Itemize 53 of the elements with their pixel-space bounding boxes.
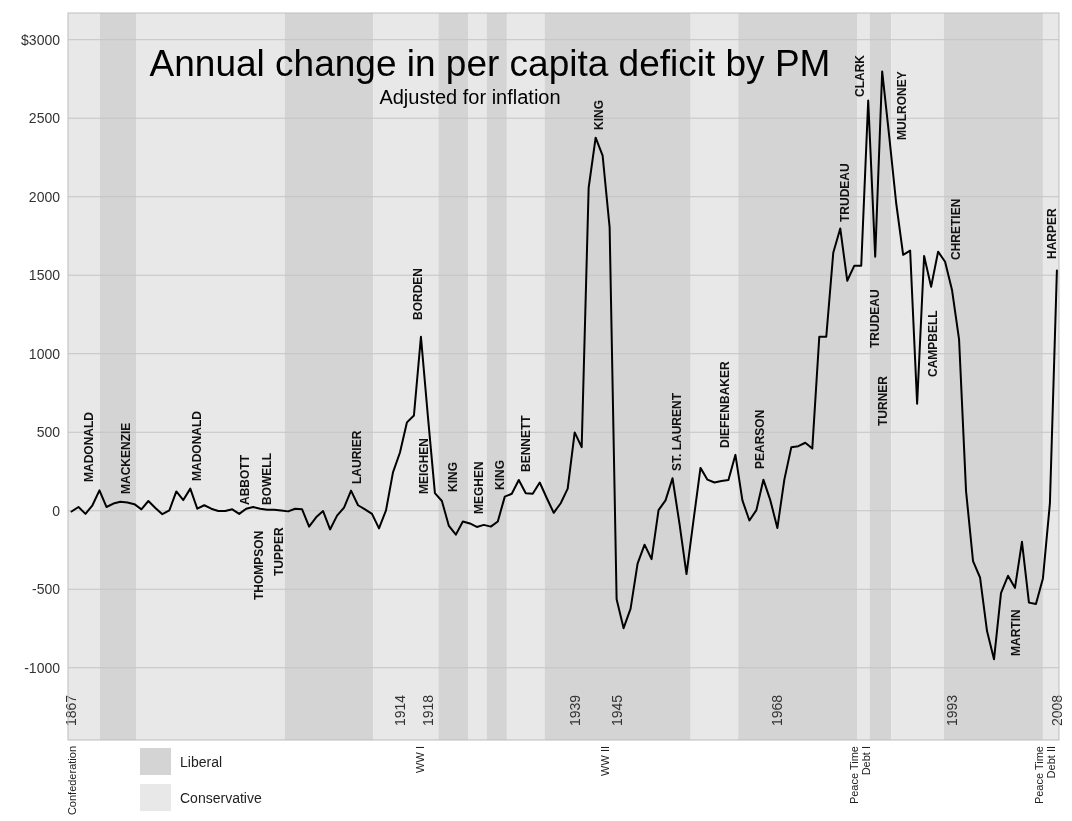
x-tick-label: 1939 [566,694,583,726]
annotation: KING [493,460,508,490]
legend-label: Conservative [180,789,262,806]
legend-label: Liberal [180,753,223,770]
y-tick-label: 1500 [28,267,61,284]
annotation: TRUDEAU [838,163,853,222]
annotation: MACKENZIE [119,422,134,494]
y-tick-label: -500 [31,581,61,598]
annotation: PEARSON [753,409,768,469]
annotation: HARPER [1045,207,1060,259]
annotation: ABBOTT [238,454,253,505]
annotation: CLARK [853,54,868,97]
text: WW II [598,746,611,776]
x-tick-label: 1945 [608,694,625,726]
annotation: BORDEN [411,267,426,320]
x-tick-label: 2008 [1048,694,1065,726]
annotation: CAMPBELL [926,310,941,377]
text: WW I [413,746,426,773]
annotation: BOWELL [260,453,275,505]
annotation: DIEFENBAKER [718,360,733,448]
annotation: MULRONEY [895,71,910,140]
annotation: MEIGHEN [417,437,432,494]
x-tick-label: 1914 [391,694,408,726]
annotation: ST. LAURENT [670,392,685,471]
x-tick-label: 1968 [769,694,786,726]
y-tick-label: 1000 [28,345,61,362]
y-tick-label: -1000 [24,659,61,676]
text: Confederation [65,746,78,816]
annotation: MADONALD [82,411,97,482]
annotation: KING [446,462,461,492]
annotation: KING [592,100,607,130]
text: Annual change in per capita deficit by PM [149,43,831,84]
annotation: TUPPER [272,526,287,576]
y-tick-label: 0 [52,502,61,519]
annotation: MARTIN [1009,609,1024,656]
x-tick-label: 1918 [419,694,436,726]
y-tick-label: $3000 [21,31,61,48]
y-tick-label: 2500 [28,110,61,127]
text: Adjusted for inflation [379,86,561,108]
annotation: TURNER [876,375,891,426]
annotation: MADONALD [190,410,205,481]
y-tick-label: 500 [36,424,61,441]
text: Peace Time Debt II [1032,746,1057,805]
x-tick-label: 1867 [63,694,80,726]
annotation: BENNETT [519,414,534,472]
y-tick-label: 2000 [28,188,61,205]
annotation: CHRETIEN [949,198,964,260]
annotation: TRUDEAU [868,289,883,348]
annotation: THOMPSON [252,530,267,600]
x-tick-label: 1993 [943,694,960,726]
text: Peace Time Debt I [847,746,872,805]
annotation: MEGHEN [472,461,487,514]
annotation: LAURIER [350,430,365,484]
